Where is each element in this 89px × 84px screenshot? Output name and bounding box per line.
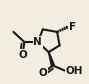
Text: O: O — [38, 68, 47, 78]
Text: F: F — [69, 22, 76, 32]
Polygon shape — [48, 52, 54, 66]
Text: O: O — [18, 50, 27, 60]
Text: N: N — [33, 37, 42, 47]
Text: OH: OH — [66, 66, 83, 76]
